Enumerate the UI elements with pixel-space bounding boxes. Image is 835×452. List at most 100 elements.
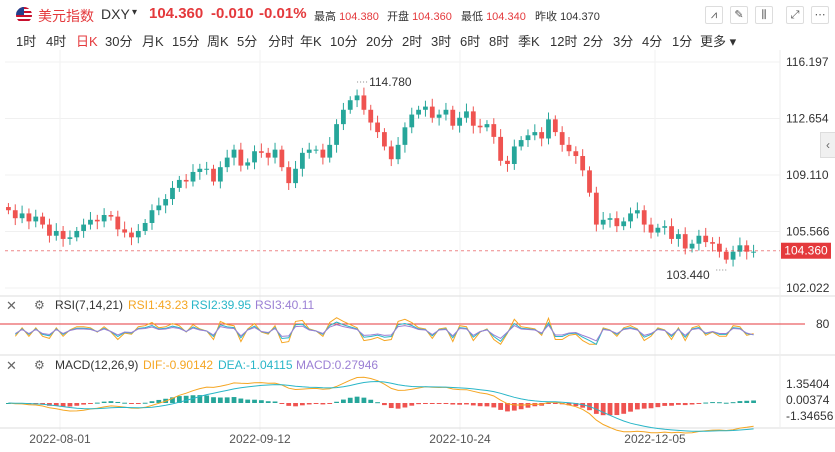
draw-icon[interactable]: ✎ (730, 6, 748, 24)
period-tab[interactable]: 6时 (460, 34, 481, 49)
period-tab[interactable]: 10分 (330, 34, 358, 49)
low-label: 最低 (461, 11, 483, 23)
symbol-code[interactable]: DXY (101, 6, 130, 22)
close-rsi-icon[interactable]: ✕ (6, 298, 17, 313)
fullscreen-icon[interactable]: ⤢ (786, 6, 804, 24)
candle-body (607, 218, 613, 220)
period-tab[interactable]: 周K (207, 34, 229, 49)
rsi-legend: ✕ ⚙ RSI(7,14,21) RSI1:43.23 RSI2:39.95 R… (0, 298, 780, 314)
candle-body (19, 213, 25, 219)
period-tab[interactable]: 4分 (642, 34, 663, 49)
candle-body (149, 210, 155, 223)
candle-body (634, 210, 640, 214)
period-tab[interactable]: 30分 (105, 34, 133, 49)
candle-body (33, 216, 39, 222)
macd-settings-icon[interactable]: ⚙ (34, 358, 45, 372)
period-tab[interactable]: 季K (518, 34, 540, 49)
symbol-name[interactable]: 美元指数 (38, 8, 94, 24)
candle-body (580, 156, 586, 171)
macd-bar (320, 403, 326, 405)
macd-bar (170, 397, 175, 403)
period-tab[interactable]: 4时 (46, 34, 67, 49)
candle-body (354, 95, 360, 101)
macd-bar (484, 403, 490, 407)
period-tab[interactable]: 5分 (237, 34, 258, 49)
macd-bar (313, 403, 319, 404)
chart-type-icon[interactable]: ⩘ (705, 6, 723, 24)
high-value: 104.380 (339, 11, 379, 23)
date-label: 2022-09-12 (229, 432, 291, 446)
candle-body (416, 109, 421, 115)
more-icon[interactable]: ⋯ (811, 6, 829, 24)
macd-bar (675, 403, 681, 405)
candle-body (723, 251, 729, 260)
candle-body (190, 171, 196, 182)
us-flag-icon (16, 7, 32, 23)
candle-body (628, 213, 633, 222)
period-tab[interactable]: 年K (300, 34, 322, 49)
period-tab[interactable]: 2时 (402, 34, 423, 49)
candle-body (252, 151, 257, 163)
macd-bar (258, 400, 264, 403)
high-stat: 最高 104.380 (314, 8, 379, 24)
macd-bar (470, 403, 476, 406)
period-tab[interactable]: 更多 ▾ (700, 34, 737, 49)
period-tab[interactable]: 3时 (431, 34, 452, 49)
candle-style-icon[interactable]: ⫼ (755, 6, 773, 24)
price-axis-label: 116.197 (786, 55, 829, 69)
candle-body (40, 216, 45, 225)
period-tab[interactable]: 月K (142, 34, 164, 49)
macd-bar (334, 401, 339, 403)
symbol-dropdown-icon[interactable]: ▾ (132, 7, 138, 18)
low-stat: 最低 104.340 (461, 8, 526, 24)
last-price: 104.360 (149, 5, 204, 22)
macd-bar (600, 403, 606, 416)
candle-body (648, 224, 654, 233)
macd-bar (217, 397, 223, 403)
macd-value: MACD:0.27946 (296, 358, 379, 372)
close-macd-icon[interactable]: ✕ (6, 358, 17, 373)
collapse-panel-icon[interactable]: ‹ (820, 132, 835, 158)
period-tab[interactable]: 日K (76, 34, 98, 49)
candle-body (662, 226, 668, 228)
candle-body (559, 132, 565, 145)
period-tab[interactable]: 2分 (583, 34, 604, 49)
candle-body (47, 224, 52, 236)
period-tab[interactable]: 3分 (613, 34, 634, 49)
candle-body (265, 152, 271, 158)
macd-bar (88, 403, 93, 404)
candle-body (142, 222, 148, 231)
period-tab[interactable]: 20分 (366, 34, 394, 49)
candle-body (423, 106, 428, 110)
period-tab[interactable]: 1时 (16, 34, 37, 49)
candle-body (682, 234, 688, 249)
rsi2-value: RSI2:39.95 (191, 298, 252, 312)
current-price-tag-text: 104.360 (784, 244, 828, 258)
macd-bar (689, 403, 695, 405)
macd-bar (135, 403, 141, 404)
candle-body (101, 215, 107, 222)
candle-body (53, 230, 59, 236)
period-tab[interactable]: 分时 (268, 34, 295, 49)
period-tab[interactable]: 8时 (489, 34, 510, 49)
candle-body (341, 109, 346, 125)
period-tab[interactable]: 12时 (550, 34, 578, 49)
macd-bar (395, 403, 401, 409)
macd-bar (429, 403, 435, 404)
period-tab[interactable]: 15分 (172, 34, 200, 49)
macd-title: MACD(12,26,9) (55, 358, 139, 372)
candle-body (115, 216, 121, 230)
rsi-settings-icon[interactable]: ⚙ (34, 298, 45, 312)
period-tab[interactable]: 1分 (672, 34, 693, 49)
candle-body (74, 230, 80, 238)
candle-body (587, 170, 592, 193)
candle-body (334, 124, 339, 145)
macd-bar (388, 403, 394, 409)
macd-bar (450, 403, 456, 405)
rsi-line (14, 321, 754, 345)
macd-bar (156, 399, 162, 403)
macd-bar (614, 403, 620, 416)
macd-bar (546, 403, 551, 404)
candle-body (224, 157, 230, 168)
